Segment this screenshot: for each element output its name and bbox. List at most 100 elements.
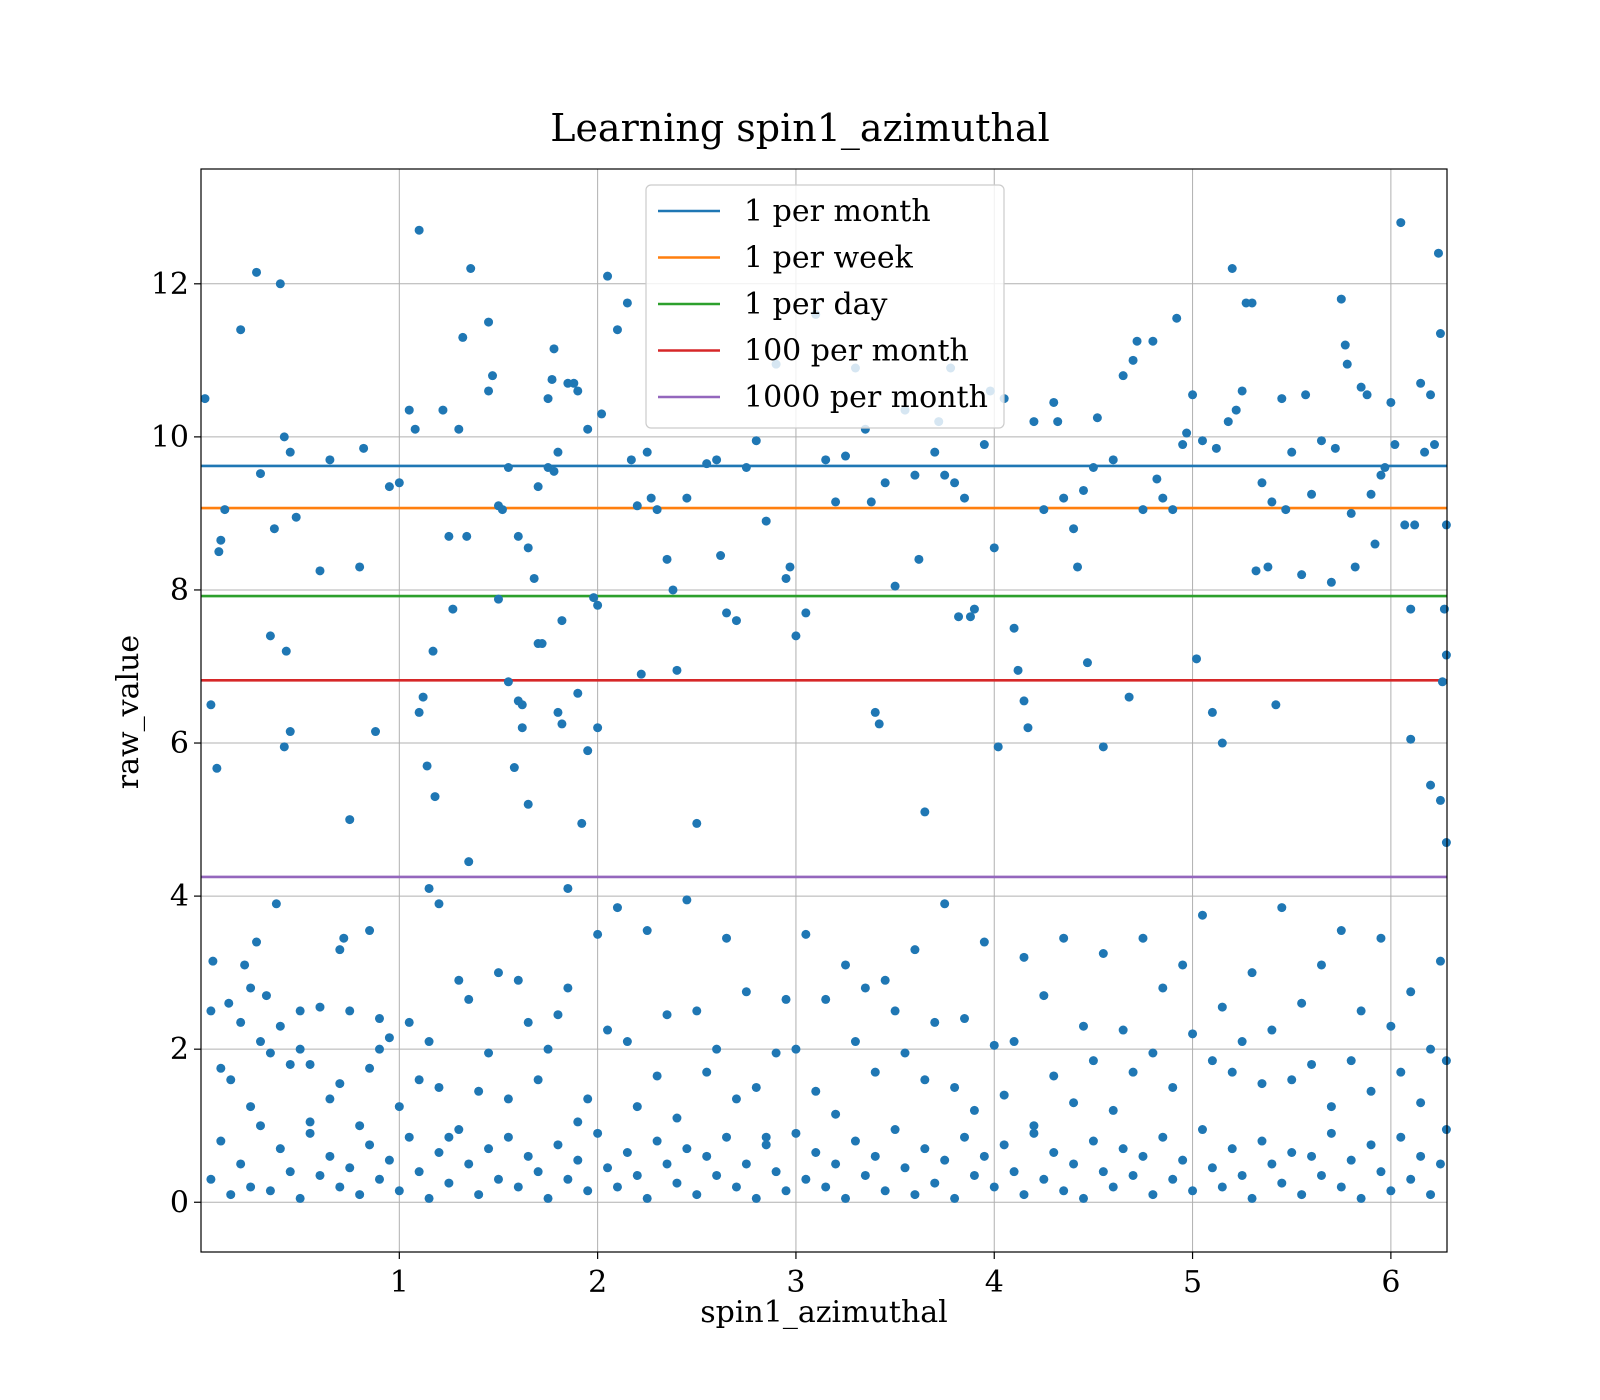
data-point (434, 899, 444, 909)
data-point (870, 707, 880, 717)
data-point (549, 466, 559, 476)
data-point (1059, 493, 1069, 503)
x-tick-label: 5 (1183, 1265, 1202, 1300)
data-point (291, 512, 301, 522)
data-point (424, 1193, 434, 1203)
data-point (1217, 1002, 1227, 1012)
data-point (612, 325, 622, 335)
data-point (1326, 577, 1336, 587)
data-point (1376, 933, 1386, 943)
data-point (1168, 1174, 1178, 1184)
data-point (1400, 520, 1410, 530)
legend-entry-label: 1 per week (744, 241, 914, 276)
data-point (1362, 390, 1372, 400)
data-point (841, 960, 851, 970)
data-point (325, 1094, 335, 1104)
data-point (1346, 1155, 1356, 1165)
data-point (612, 1182, 622, 1192)
data-point (642, 926, 652, 936)
legend-entry-label: 1 per month (744, 194, 931, 229)
data-point (1227, 263, 1237, 273)
data-point (731, 616, 741, 626)
data-point (1188, 1186, 1198, 1196)
data-point (1013, 665, 1023, 675)
data-point (1386, 397, 1396, 407)
data-point (920, 1075, 930, 1085)
data-point (255, 469, 265, 479)
data-point (265, 1048, 275, 1058)
data-point (345, 1006, 355, 1016)
data-point (335, 1079, 345, 1089)
data-point (414, 1075, 424, 1085)
data-point (1346, 508, 1356, 518)
data-point (236, 325, 246, 335)
data-point (384, 1033, 394, 1043)
data-point (1078, 1193, 1088, 1203)
data-point (1128, 1067, 1138, 1077)
data-point (339, 933, 349, 943)
y-tick-label: 2 (170, 1032, 189, 1067)
data-point (1039, 505, 1049, 515)
data-point (632, 501, 642, 511)
data-point (573, 688, 583, 698)
data-point (206, 1006, 216, 1016)
data-point (741, 462, 751, 472)
data-point (1257, 1136, 1267, 1146)
data-point (682, 895, 692, 905)
data-point (1118, 1025, 1128, 1035)
data-point (1138, 933, 1148, 943)
data-point (950, 1193, 960, 1203)
data-point (224, 998, 234, 1008)
data-point (226, 1075, 236, 1085)
data-point (422, 761, 432, 771)
data-point (791, 631, 801, 641)
data-point (1307, 489, 1317, 499)
data-point (295, 1006, 305, 1016)
data-point (593, 929, 603, 939)
data-point (474, 1086, 484, 1096)
data-point (1132, 336, 1142, 346)
data-point (914, 554, 924, 564)
data-point (1247, 298, 1257, 308)
data-point (1237, 1037, 1247, 1047)
data-point (200, 394, 210, 404)
data-point (1267, 1159, 1277, 1169)
data-point (920, 1144, 930, 1154)
data-point (1346, 1056, 1356, 1066)
y-tick-label: 8 (170, 573, 189, 608)
data-point (458, 332, 468, 342)
data-point (1426, 1190, 1436, 1200)
data-point (589, 593, 599, 603)
data-point (418, 692, 428, 702)
data-point (464, 994, 474, 1004)
data-point (345, 815, 355, 825)
data-point (1263, 562, 1273, 572)
data-point (1380, 462, 1390, 472)
data-point (1023, 723, 1033, 733)
data-point (642, 447, 652, 457)
data-point (672, 665, 682, 675)
data-point (1340, 340, 1350, 350)
data-point (1257, 478, 1267, 488)
data-point (281, 646, 291, 656)
data-point (1148, 1190, 1158, 1200)
data-point (622, 1037, 632, 1047)
data-point (1396, 1132, 1406, 1142)
data-point (305, 1059, 315, 1069)
data-point (359, 443, 369, 453)
y-tick-label: 12 (151, 267, 189, 302)
data-point (547, 374, 557, 384)
data-point (1098, 949, 1108, 959)
data-point (603, 1025, 613, 1035)
data-point (355, 562, 365, 572)
data-point (1069, 1098, 1079, 1108)
data-point (989, 543, 999, 553)
data-point (652, 1071, 662, 1081)
data-point (1410, 520, 1420, 530)
data-point (216, 1136, 226, 1146)
data-point (335, 945, 345, 955)
data-point (1316, 1170, 1326, 1180)
data-point (523, 1151, 533, 1161)
data-point (622, 298, 632, 308)
